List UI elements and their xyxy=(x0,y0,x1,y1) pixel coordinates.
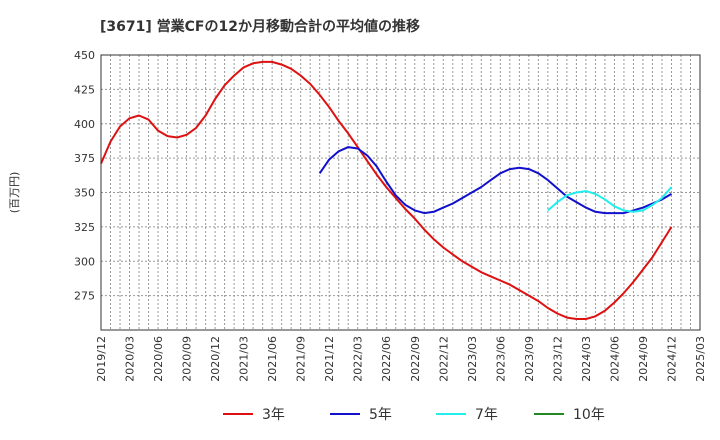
x-tick-label: 2023/09 xyxy=(523,336,536,382)
x-tick-label: 2021/03 xyxy=(238,336,251,382)
x-tick-label: 2020/06 xyxy=(152,336,165,382)
y-tick-label: 400 xyxy=(74,118,95,131)
x-tick-label: 2024/12 xyxy=(665,336,678,382)
y-tick-label: 275 xyxy=(74,290,95,303)
legend-label: 7年 xyxy=(475,407,498,423)
chart-title: [3671] 営業CFの12か月移動合計の平均値の推移 xyxy=(100,18,420,35)
grid-lines xyxy=(100,54,701,330)
legend-label: 5年 xyxy=(369,407,392,423)
x-tick-label: 2021/12 xyxy=(323,336,336,382)
x-tick-label: 2024/09 xyxy=(637,336,650,382)
y-tick-label: 425 xyxy=(74,83,95,96)
x-tick-label: 2021/06 xyxy=(266,336,279,382)
plot-frame xyxy=(100,54,701,331)
y-tick-label: 375 xyxy=(74,152,95,165)
legend-item: 7年 xyxy=(436,407,498,423)
legend: 3年 5年 7年 10年 xyxy=(223,407,605,423)
x-tick-label: 2022/03 xyxy=(352,336,365,382)
x-tick-label: 2024/06 xyxy=(608,336,621,382)
series-line-1 xyxy=(318,146,673,215)
x-tick-label: 2020/03 xyxy=(124,336,137,382)
y-tick-label: 350 xyxy=(74,187,95,200)
y-axis-unit-label: (百万円) xyxy=(8,172,21,214)
x-tick-label: 2023/12 xyxy=(551,336,564,382)
y-axis-ticks: 275 300 325 350 375 400 425 450 xyxy=(74,49,95,303)
x-tick-label: 2021/09 xyxy=(295,336,308,382)
legend-label: 3年 xyxy=(262,407,285,423)
x-axis-ticks: 2019/12 2020/03 2020/06 2020/09 2020/12 2021/… xyxy=(95,336,707,382)
x-tick-label: 2023/03 xyxy=(466,336,479,382)
legend-item: 10年 xyxy=(534,407,605,423)
legend-item: 3年 xyxy=(223,407,285,423)
x-tick-label: 2022/06 xyxy=(380,336,393,382)
series-line-2 xyxy=(547,186,673,213)
plot-border xyxy=(100,54,701,331)
x-tick-label: 2022/09 xyxy=(409,336,422,382)
x-tick-label: 2020/09 xyxy=(181,336,194,382)
y-tick-label: 325 xyxy=(74,221,95,234)
x-tick-label: 2024/03 xyxy=(580,336,593,382)
x-tick-label: 2019/12 xyxy=(95,336,108,382)
y-tick-label: 450 xyxy=(74,49,95,62)
series-line-0 xyxy=(100,60,673,320)
x-tick-label: 2023/06 xyxy=(494,336,507,382)
y-tick-label: 300 xyxy=(74,255,95,268)
series-lines xyxy=(100,60,673,320)
x-tick-label: 2025/03 xyxy=(694,336,707,382)
legend-label: 10年 xyxy=(573,407,605,423)
x-tick-label: 2022/12 xyxy=(437,336,450,382)
legend-item: 5年 xyxy=(330,407,392,423)
x-tick-label: 2020/12 xyxy=(209,336,222,382)
